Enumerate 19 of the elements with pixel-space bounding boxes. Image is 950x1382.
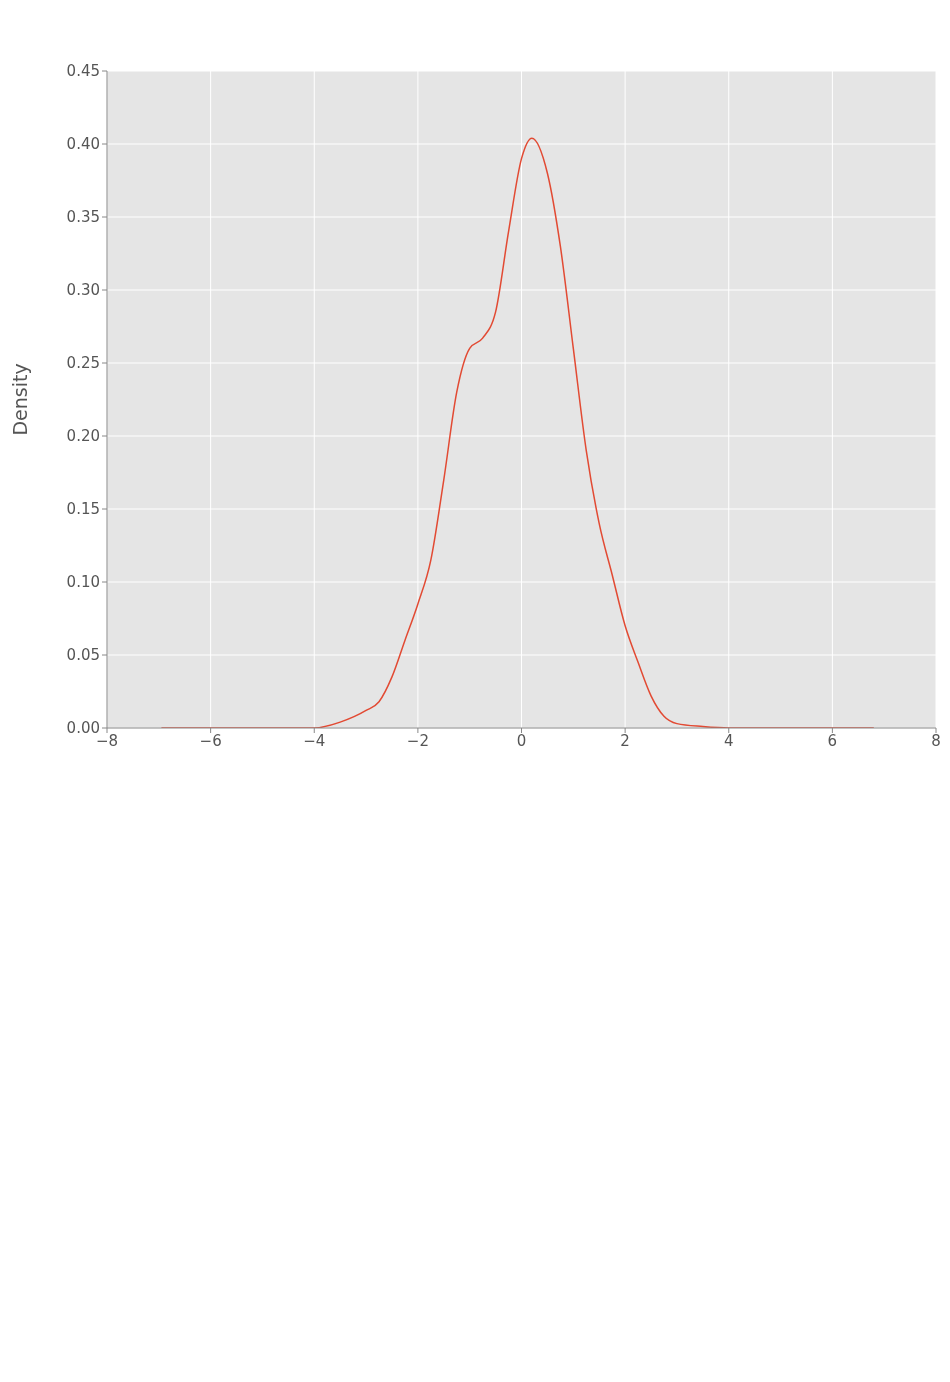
x-tick-label: −4: [303, 731, 326, 750]
y-tick-label: 0.05: [66, 646, 100, 665]
x-tick-label: 4: [723, 731, 734, 750]
x-tick-label: −2: [406, 731, 429, 750]
y-tick-label: 0.30: [66, 281, 100, 300]
y-tick-label: 0.25: [66, 354, 100, 373]
y-tick-label: 0.15: [66, 500, 100, 519]
x-tick-label: −6: [199, 731, 222, 750]
y-axis-title: Density: [8, 363, 31, 436]
y-tick-label: 0.35: [66, 208, 100, 227]
x-tick-label: 8: [931, 731, 941, 750]
y-tick-label: 0.10: [66, 573, 100, 592]
y-tick-label: 0.20: [66, 427, 100, 446]
x-tick-label: 6: [827, 731, 838, 750]
x-tick-label: 2: [620, 731, 630, 750]
x-tick-label: 0: [516, 731, 527, 750]
y-tick-label: 0.40: [66, 135, 100, 154]
y-tick-label: 0.45: [66, 62, 100, 81]
y-tick-label: 0.00: [66, 719, 100, 738]
